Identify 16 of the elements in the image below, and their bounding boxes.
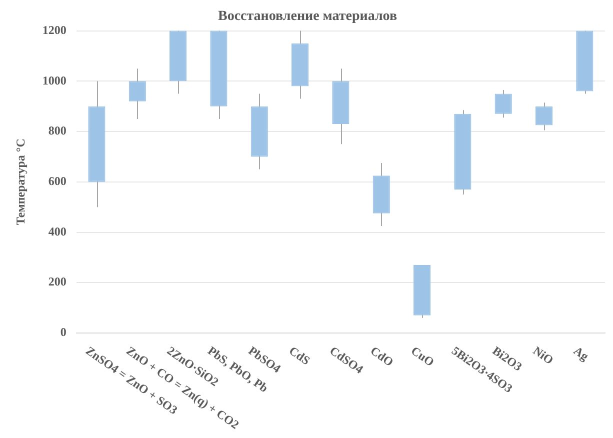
y-tick-label: 200 (48, 274, 66, 289)
candlestick (128, 68, 146, 120)
x-tick-label: CuO (408, 344, 437, 370)
y-tick-label: 1000 (42, 73, 66, 88)
y-tick-label: 600 (48, 174, 66, 188)
y-tick-label: 0 (60, 325, 66, 340)
y-tick-label: 1200 (42, 22, 66, 37)
x-tick-label: NiO (530, 344, 556, 368)
x-tick-label: CdS (286, 344, 313, 368)
candlestick (494, 89, 512, 118)
y-tick-label: 400 (48, 224, 66, 238)
chart-title: Восстановление материалов (218, 9, 398, 24)
x-tick-label: Ag (571, 344, 592, 364)
y-axis-title: Температура °С (13, 138, 28, 226)
y-tick-label: 800 (48, 124, 66, 138)
x-tick-label: CdO (368, 344, 396, 370)
